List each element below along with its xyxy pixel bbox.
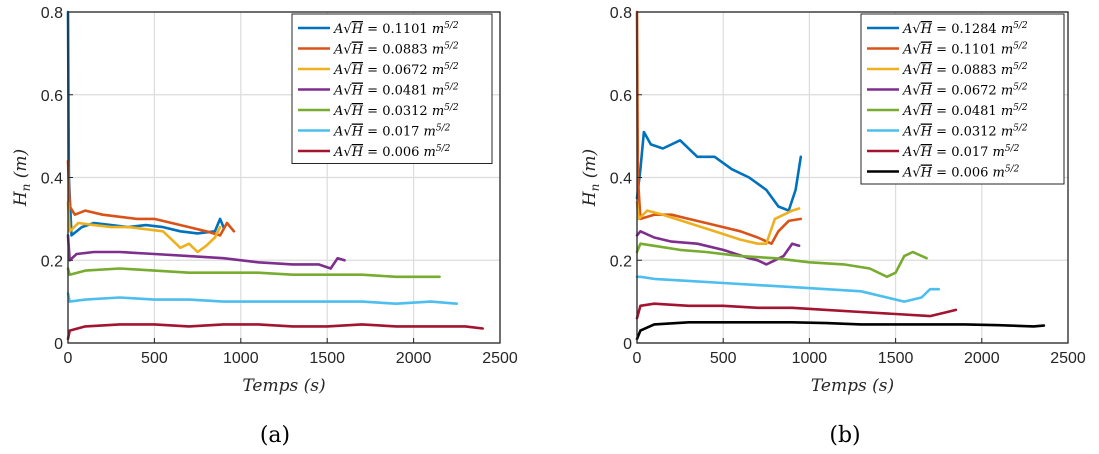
x-tick-label: 2500 xyxy=(1050,350,1086,367)
x-tick-label: 2000 xyxy=(396,350,432,367)
series-line xyxy=(635,302,958,320)
legend-label: A√H = 0.0481 m5/2 xyxy=(902,103,1028,119)
series-line xyxy=(66,201,222,254)
legend-label: A√H = 0.1284 m5/2 xyxy=(902,21,1028,37)
legend-label: A√H = 0.0883 m5/2 xyxy=(902,62,1028,78)
series-line xyxy=(635,230,801,266)
series-line xyxy=(635,242,928,279)
legend-label: A√H = 0.006 m5/2 xyxy=(902,165,1020,181)
legend: A√H = 0.1284 m5/2 A√H = 0.1101 m5/2 A√H = … xyxy=(860,13,1065,185)
y-tick-label: 0 xyxy=(54,336,63,353)
legend-label: A√H = 0.006 m5/2 xyxy=(333,144,451,160)
x-tick-label: 1500 xyxy=(309,350,345,367)
series-line xyxy=(635,130,803,212)
legend-label: A√H = 0.0312 m5/2 xyxy=(902,124,1028,140)
series-line xyxy=(635,321,1046,341)
y-tick-label: 0.6 xyxy=(610,88,632,105)
x-axis-label: Temps (s) xyxy=(811,376,894,396)
x-tick-label: 0 xyxy=(64,350,73,367)
series-line xyxy=(66,267,441,279)
x-tick-label: 1000 xyxy=(223,350,259,367)
legend-label: A√H = 0.0672 m5/2 xyxy=(902,83,1028,99)
series-line xyxy=(66,159,236,237)
legend-label: A√H = 0.0481 m5/2 xyxy=(333,83,459,99)
y-tick-label: 0.2 xyxy=(41,253,63,270)
y-tick-label: 0.2 xyxy=(610,253,632,270)
legend-label: A√H = 0.0883 m5/2 xyxy=(333,42,459,58)
x-tick-label: 500 xyxy=(710,350,737,367)
x-tick-label: 1500 xyxy=(878,350,914,367)
x-tick-label: 500 xyxy=(141,350,168,367)
series-line xyxy=(66,234,346,270)
x-axis-label: Temps (s) xyxy=(242,376,325,396)
series-line xyxy=(66,10,225,237)
y-tick-label: 0.6 xyxy=(41,88,63,105)
legend-box xyxy=(860,13,1065,185)
y-axis-label: Hn (m) xyxy=(580,149,602,207)
y-tick-label: 0 xyxy=(623,336,632,353)
series-line xyxy=(635,201,801,245)
y-tick-label: 0.8 xyxy=(610,5,632,22)
series-line xyxy=(635,10,803,245)
x-tick-label: 0 xyxy=(633,350,642,367)
y-tick-label: 0.8 xyxy=(41,5,63,22)
x-tick-label: 2000 xyxy=(964,350,1000,367)
legend-label: A√H = 0.1101 m5/2 xyxy=(902,42,1028,58)
legend-label: A√H = 0.017 m5/2 xyxy=(902,144,1020,160)
chart-panel-a: 0 500 1000 1500 2000 2500 0 0.2 0.4 0.6 0.8 Temps (… xyxy=(11,5,518,448)
series-line xyxy=(66,292,459,305)
panel-caption: (a) xyxy=(260,423,290,448)
legend: A√H = 0.1101 m5/2 A√H = 0.0883 m5/2 A√H = … xyxy=(291,13,493,164)
x-tick-label: 1000 xyxy=(792,350,828,367)
x-tick-label: 2500 xyxy=(482,350,518,367)
y-tick-label: 0.4 xyxy=(41,171,63,188)
panel-caption: (b) xyxy=(829,423,860,448)
legend-label: A√H = 0.017 m5/2 xyxy=(333,124,451,140)
legend-label: A√H = 0.0312 m5/2 xyxy=(333,103,459,119)
chart-panel-b: 0 500 1000 1500 2000 2500 0 0.2 0.4 0.6 0.8 Temps (… xyxy=(580,5,1086,448)
series-line xyxy=(635,275,940,303)
y-tick-label: 0.4 xyxy=(610,171,632,188)
legend-label: A√H = 0.1101 m5/2 xyxy=(333,21,459,37)
series-line xyxy=(66,323,484,341)
y-axis-label: Hn (m) xyxy=(11,149,33,207)
legend-label: A√H = 0.0672 m5/2 xyxy=(333,62,459,78)
